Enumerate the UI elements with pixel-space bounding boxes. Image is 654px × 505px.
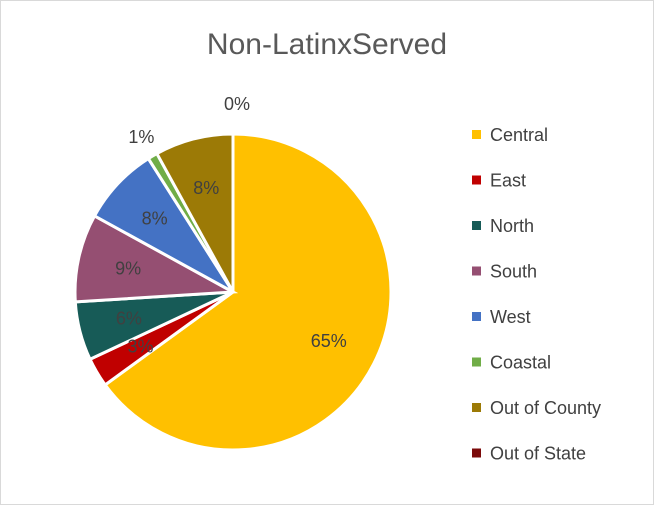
legend-swatch-out-of-state [472,448,481,458]
legend-label-east: East [490,171,526,191]
legend-swatch-west [472,312,481,321]
legend-swatch-north [472,221,481,230]
legend-label-coastal: Coastal [490,353,551,373]
pie-slice-central [103,132,393,452]
legend-swatch-coastal [472,357,481,367]
legend-swatch-east [472,175,481,185]
legend-label-central: Central [490,125,548,145]
pie-slice-out-of-county [154,132,235,293]
data-label-east: 3% [128,337,154,357]
legend-label-out-of-county: Out of County [490,398,601,418]
data-label-west: 8% [142,208,168,228]
legend-swatch-south [472,266,481,276]
legend-label-west: West [490,307,531,327]
data-label-coastal: 1% [128,127,154,147]
legend-swatch-out-of-county [472,403,481,412]
legend-swatch-central [472,130,481,139]
chart-title: Non-LatinxServed [206,28,448,61]
data-label-out-of-county: 8% [193,178,219,198]
data-label-south: 9% [115,259,141,279]
legend-label-north: North [490,216,534,236]
legend-label-out-of-state: Out of State [490,444,586,464]
data-label-out-of-state: 0% [224,94,250,114]
data-label-central: 65% [311,331,347,351]
data-label-north: 6% [116,309,142,329]
legend-label-south: South [490,262,537,282]
pie-slice-south [73,213,239,304]
